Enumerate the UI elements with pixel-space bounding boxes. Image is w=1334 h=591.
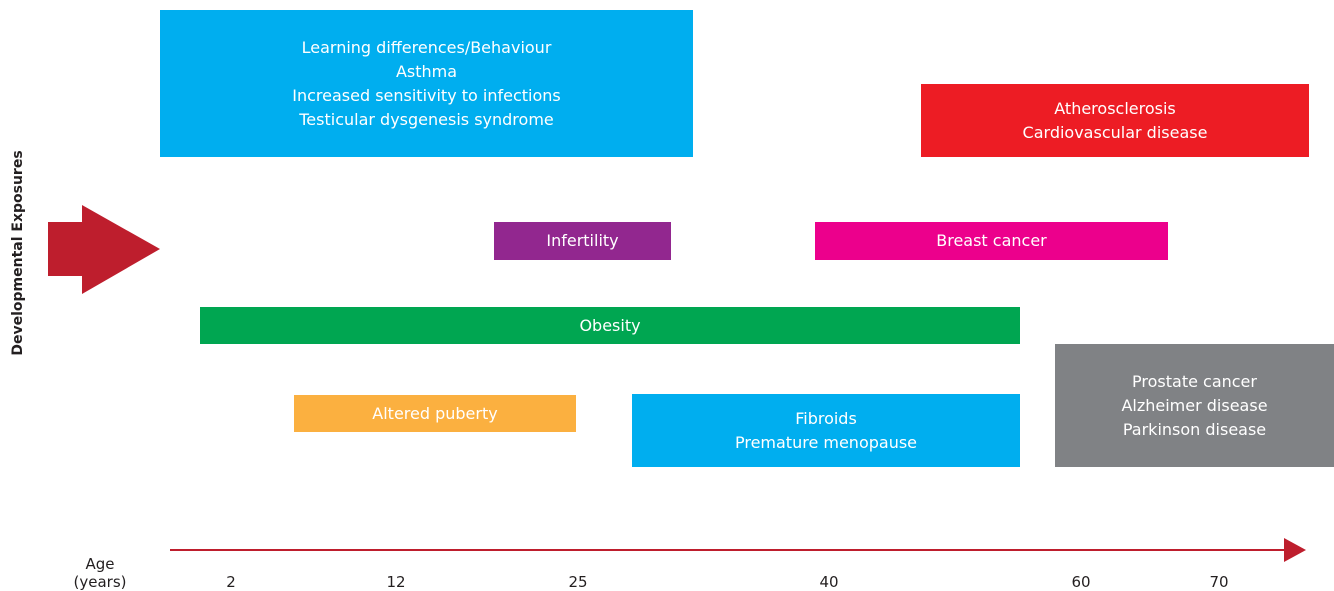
disease-box: Fibroids Premature menopause: [632, 394, 1020, 467]
disease-box: Learning differences/Behaviour Asthma Incr…: [160, 10, 693, 157]
x-tick-label: 2: [226, 573, 236, 591]
exposure-arrow: [48, 205, 160, 294]
disease-label: Testicular dysgenesis syndrome: [299, 109, 554, 129]
disease-label: Fibroids: [795, 408, 857, 428]
disease-box: Altered puberty: [294, 395, 576, 432]
x-tick-label: 40: [819, 573, 839, 591]
disease-label: Altered puberty: [372, 403, 498, 423]
age-axis-head: [1284, 538, 1306, 562]
x-tick-label: 70: [1209, 573, 1229, 591]
disease-label: Cardiovascular disease: [1022, 122, 1208, 142]
disease-label: Premature menopause: [734, 432, 918, 452]
disease-box: Atherosclerosis Cardiovascular disease: [921, 84, 1309, 157]
disease-label: Atherosclerosis: [1054, 98, 1176, 118]
x-axis-label-line: Age: [85, 555, 115, 573]
disease-label: Obesity: [579, 315, 641, 335]
y-axis-label: Developmental Exposures: [10, 150, 26, 356]
disease-box: Breast cancer: [815, 222, 1168, 260]
x-tick-label: 60: [1071, 573, 1091, 591]
disease-label: Alzheimer disease: [1121, 395, 1268, 415]
x-tick-label: 25: [568, 573, 588, 591]
disease-label: Asthma: [395, 61, 458, 81]
x-axis-label: Age (years): [70, 555, 130, 591]
disease-box: Obesity: [200, 307, 1020, 344]
disease-label: Learning differences/Behaviour: [301, 37, 552, 57]
disease-label: Infertility: [546, 231, 619, 250]
disease-box: Prostate cancer Alzheimer disease Parkinso…: [1055, 344, 1334, 467]
disease-label: Increased sensitivity to infections: [292, 85, 561, 105]
disease-label: Parkinson disease: [1122, 419, 1267, 439]
disease-label: Prostate cancer: [1132, 371, 1257, 391]
x-axis-label-line: (years): [73, 573, 127, 591]
x-tick-label: 12: [386, 573, 406, 591]
disease-box: Infertility: [494, 222, 671, 260]
disease-label: Breast cancer: [936, 231, 1047, 250]
